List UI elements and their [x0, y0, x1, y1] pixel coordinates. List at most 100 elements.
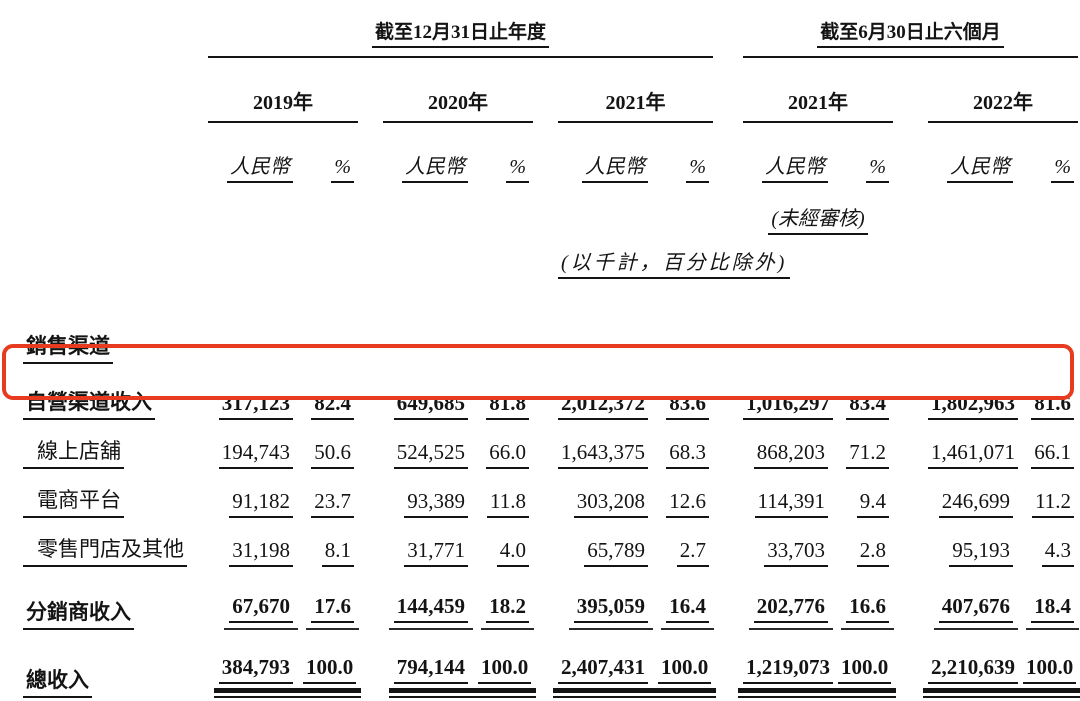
spacer-cell	[893, 521, 928, 570]
spacer-cell	[713, 364, 743, 423]
value-text: 2,210,639	[928, 655, 1019, 684]
total-double-rule	[923, 688, 1024, 698]
value-text: 11.2	[1032, 489, 1075, 518]
spacer-cell	[893, 570, 928, 632]
value-text: 8.1	[321, 538, 354, 567]
pct-label: %	[506, 156, 529, 183]
row-label-text: 總收入	[23, 664, 92, 698]
cell-value: 91,182	[208, 472, 303, 521]
units-note: (以千計，百分比除外)	[558, 246, 791, 279]
cell-value: 83.6	[658, 364, 713, 423]
value-text: 12.6	[666, 489, 710, 518]
spacer-cell	[358, 570, 383, 632]
row-label-text: 零售門店及其他	[23, 533, 187, 567]
value-text: 67,670	[229, 594, 293, 623]
spacer-cell	[713, 122, 743, 185]
spacer-cell	[893, 423, 928, 472]
cell-value: 50.6	[303, 423, 358, 472]
section-label: 銷售渠道	[23, 330, 113, 364]
value-text: 114,391	[754, 489, 829, 518]
year-2021-header: 2021年	[558, 57, 714, 123]
row-label: 分銷商收入	[3, 570, 208, 632]
row-label: 線上店舖	[3, 423, 208, 472]
value-text: 16.4	[666, 594, 710, 623]
value-text: 144,459	[393, 594, 468, 623]
row-label: 零售門店及其他	[3, 521, 208, 570]
value-text: 649,685	[393, 391, 468, 420]
section-row: 銷售渠道	[3, 325, 1078, 364]
cell-value: 114,391	[743, 472, 838, 521]
cell-value: 194,743	[208, 423, 303, 472]
subtotal-rule	[224, 628, 298, 630]
cell-value: 100.0	[653, 632, 717, 701]
total-double-rule	[653, 688, 717, 698]
cell-value: 16.6	[838, 570, 895, 632]
cell-value: 649,685	[383, 364, 478, 423]
year-end-period-label: 截至12月31日止年度	[372, 17, 550, 48]
value-text: 100.0	[838, 655, 892, 684]
cell-value: 9.4	[838, 472, 893, 521]
value-text: 1,461,071	[928, 440, 1019, 469]
subtotal-rule	[661, 628, 715, 630]
cell-value: 395,059	[558, 570, 658, 632]
pct-header: %	[838, 122, 893, 185]
cell-value: 2.7	[658, 521, 713, 570]
table-row-online-stores: 線上店舖 194,743 50.6 524,525 66.0 1,643,375…	[3, 423, 1078, 472]
cell-value: 794,144	[383, 632, 478, 701]
spacer-cell	[533, 364, 558, 423]
cell-value: 31,771	[383, 521, 478, 570]
row-label: 電商平台	[3, 472, 208, 521]
rmb-label: 人民幣	[582, 150, 648, 183]
value-text: 18.4	[1031, 594, 1075, 623]
cell-value: 1,802,963	[928, 364, 1023, 423]
spacer-cell	[358, 57, 383, 122]
value-text: 100.0	[478, 655, 532, 684]
subtotal-rule	[933, 628, 1019, 630]
gap-row	[3, 279, 1078, 325]
row-label-text: 自營渠道收入	[23, 386, 155, 420]
value-text: 71.2	[846, 440, 890, 469]
spacer-cell	[533, 423, 558, 472]
rmb-label: 人民幣	[227, 150, 293, 183]
value-text: 83.4	[846, 391, 890, 420]
value-text: 794,144	[393, 655, 468, 684]
value-text: 18.2	[486, 594, 529, 623]
cell-value: 100.0	[833, 632, 897, 701]
rmb-label: 人民幣	[947, 150, 1014, 183]
cell-value: 11.2	[1023, 472, 1078, 521]
cell-value: 11.8	[478, 472, 533, 521]
total-double-rule	[298, 688, 362, 698]
cell-value: 4.0	[478, 521, 533, 570]
year-header-row: 2019年 2020年 2021年 2021年 2022年	[3, 57, 1079, 123]
cell-value: 303,208	[558, 472, 658, 521]
value-text: 100.0	[303, 655, 357, 684]
value-text: 91,182	[229, 489, 293, 518]
spacer-cell	[893, 57, 928, 122]
cell-value: 23.7	[303, 472, 358, 521]
cell-value: 202,776	[743, 570, 838, 632]
cell-value: 1,016,297	[743, 364, 838, 423]
spacer-cell	[893, 472, 928, 521]
cell-value: 31,198	[208, 521, 303, 570]
spacer-cell	[533, 122, 558, 185]
cell-value: 524,525	[383, 423, 478, 472]
subtotal-rule	[481, 628, 534, 630]
spacer-cell	[713, 521, 743, 570]
cell-value: 68.3	[658, 423, 713, 472]
spacer-cell	[3, 122, 208, 185]
cell-value: 33,703	[743, 521, 838, 570]
total-double-rule	[833, 688, 897, 698]
value-text: 100.0	[1023, 655, 1077, 684]
year-label: 2022年	[973, 92, 1034, 114]
rmb-header: 人民幣	[383, 122, 478, 185]
spacer-cell	[713, 570, 743, 632]
value-text: 31,198	[229, 538, 293, 567]
six-month-period-header: 截至6月30日止六個月	[743, 0, 1079, 58]
cell-value: 17.6	[303, 570, 359, 632]
value-text: 66.1	[1031, 440, 1075, 469]
value-text: 246,699	[938, 489, 1014, 518]
cell-value: 246,699	[928, 472, 1023, 521]
cell-value: 144,459	[383, 570, 478, 632]
pct-label: %	[1051, 156, 1075, 183]
spacer-cell	[928, 185, 1078, 239]
